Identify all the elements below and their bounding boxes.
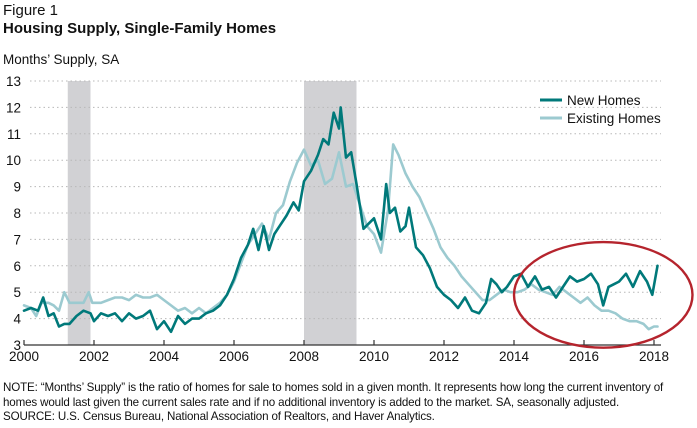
x-tick-label: 2008 <box>289 349 319 364</box>
note-line: homes would last given the current sales… <box>3 395 620 409</box>
annotation-group <box>512 240 694 349</box>
highlight-ellipse <box>512 240 694 349</box>
recession-bar <box>304 81 357 345</box>
y-tick-label: 3 <box>13 338 21 353</box>
figure-label: Figure 1 <box>3 2 59 19</box>
x-tick-label: 2004 <box>149 349 180 364</box>
note-line: NOTE: “Months’ Supply” is the ratio of h… <box>3 381 664 394</box>
y-tick-label: 7 <box>13 232 21 247</box>
y-tick-label: 13 <box>6 74 21 89</box>
y-axis-title: Months’ Supply, SA <box>3 52 120 67</box>
series-group <box>22 106 659 334</box>
y-tick-label: 12 <box>6 100 21 115</box>
y-tick-label: 11 <box>7 127 21 142</box>
x-axis: 2000 2002 2004 2006 2008 2010 2012 2014 2016 2018 <box>9 340 669 364</box>
chart-svg: 3 4 5 6 7 8 9 10 11 12 13 2000 2002 2004 2006 2008 2010… <box>6 74 694 364</box>
x-tick-label: 2000 <box>9 349 39 364</box>
y-tick-label: 6 <box>13 259 21 274</box>
x-tick-label: 2012 <box>429 349 459 364</box>
y-tick-label: 9 <box>13 180 21 195</box>
x-tick-label: 2006 <box>219 349 249 364</box>
notes-block: NOTE: “Months’ Supply” is the ratio of h… <box>3 381 697 425</box>
y-tick-label: 10 <box>6 153 21 168</box>
recession-shading-group <box>67 81 357 345</box>
x-tick-label: 2016 <box>569 349 599 364</box>
series-line-existing-homes <box>22 143 659 331</box>
source-line: SOURCE: U.S. Census Bureau, National Ass… <box>3 410 435 423</box>
legend-label-new-homes: New Homes <box>567 93 641 108</box>
y-tick-label: 8 <box>13 206 21 221</box>
legend-label-existing-homes: Existing Homes <box>567 111 661 126</box>
y-tick-labels: 3 4 5 6 7 8 9 10 11 12 13 <box>6 74 22 353</box>
chart-title: Housing Supply, Single-Family Homes <box>3 20 277 37</box>
y-tick-label: 4 <box>13 312 21 327</box>
x-tick-label: 2002 <box>79 349 109 364</box>
series-line-new-homes <box>22 106 659 334</box>
y-tick-label: 5 <box>13 285 21 300</box>
legend: New Homes Existing Homes <box>540 93 661 126</box>
x-tick-label: 2010 <box>359 349 389 364</box>
x-tick-label: 2018 <box>639 349 669 364</box>
x-tick-label: 2014 <box>499 349 530 364</box>
recession-bar <box>67 81 91 345</box>
